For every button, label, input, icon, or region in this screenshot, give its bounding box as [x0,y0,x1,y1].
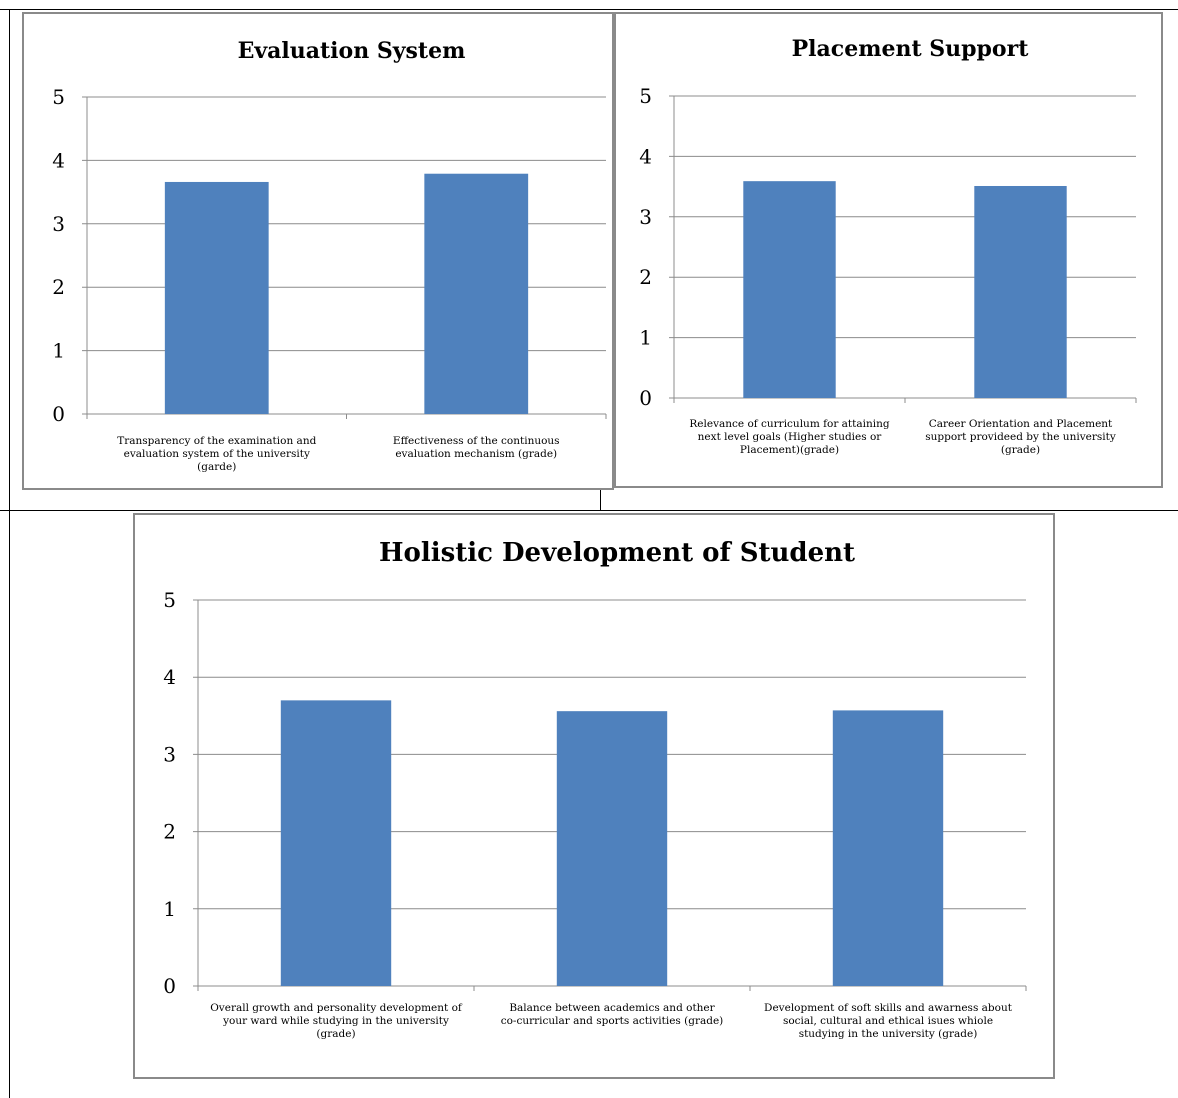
y-tick-label-5: 5 [52,85,65,109]
chart-title: Evaluation System [238,38,466,64]
y-tick-label-0: 0 [163,974,176,998]
bar-1 [424,173,529,414]
holistic-development-svg: Holistic Development of Student 0 1 2 3 4 5 Ove… [163,538,1027,1040]
y-tick-label-4: 4 [163,665,176,689]
table-rule-left [9,9,10,1098]
table-rule-divider [600,488,601,510]
x-category-label-0: Transparency of the examination and evalu… [117,435,316,473]
y-tick-label-1: 1 [163,897,176,921]
bar-1 [974,185,1067,398]
chart-title: Placement Support [792,36,1030,62]
y-tick-label-0: 0 [639,386,652,410]
placement-support-svg: Placement Support 0 1 2 3 4 5 Relevance of curr… [639,36,1137,456]
y-tick-label-2: 2 [163,820,176,844]
y-tick-label-4: 4 [639,144,652,168]
y-tick-label-2: 2 [639,265,652,289]
y-tick-label-2: 2 [52,275,65,299]
evaluation-system-chart: Evaluation System 0 1 2 3 4 5 Transparency of t… [22,12,614,490]
evaluation-system-svg: Evaluation System 0 1 2 3 4 5 Transparency of t… [52,38,607,473]
y-tick-label-5: 5 [639,84,652,108]
y-tick-label-3: 3 [163,742,176,766]
y-tick-label-1: 1 [52,339,65,363]
x-category-label-1: Career Orientation and Placement support … [925,418,1116,456]
bar-2 [832,710,944,986]
bar-0 [164,181,269,414]
bar-0 [743,181,836,398]
y-tick-label-3: 3 [52,212,65,236]
placement-support-chart: Placement Support 0 1 2 3 4 5 Relevance of curr… [614,12,1163,488]
x-category-label-2: Development of soft skills and awarness … [764,1002,1013,1040]
chart-title: Holistic Development of Student [379,538,855,568]
table-rule-top [0,9,1178,10]
bar-0 [280,700,392,986]
y-tick-label-5: 5 [163,588,176,612]
x-category-label-1: Balance between academics and other co-cu… [501,1002,724,1027]
x-category-label-1: Effectiveness of the continuous evaluatio… [393,435,560,460]
holistic-development-chart: Holistic Development of Student 0 1 2 3 4 5 Ove… [133,513,1055,1079]
y-tick-label-0: 0 [52,402,65,426]
x-category-label-0: Relevance of curriculum for attaining nex… [689,418,889,456]
y-tick-label-1: 1 [639,326,652,350]
y-tick-label-3: 3 [639,205,652,229]
table-rule-middle [0,510,1178,511]
x-category-label-0: Overall growth and personality developme… [210,1002,463,1040]
bar-1 [556,711,668,986]
y-tick-label-4: 4 [52,148,65,172]
